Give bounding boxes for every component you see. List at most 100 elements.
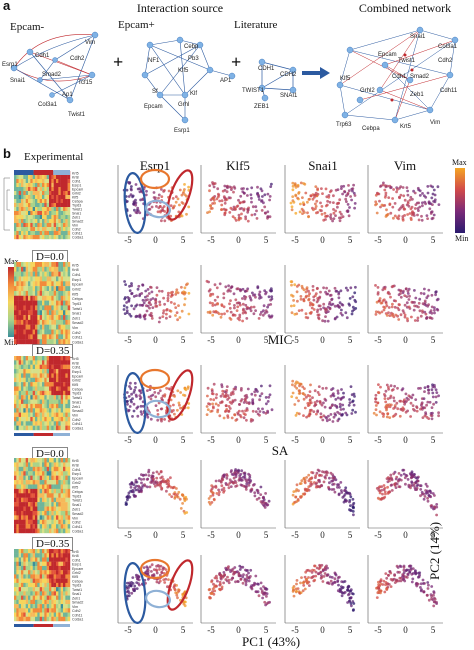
heatmap-gene-label: Cebpa: [72, 490, 83, 494]
heatmap-gene-label: Cdh11: [72, 525, 82, 529]
x-tick-label: 0: [320, 625, 325, 635]
x-tick-label: 5: [264, 625, 269, 635]
x-tick-label: -5: [374, 335, 382, 345]
plus-sign-2: +: [231, 52, 242, 72]
ellipse-red-exp: [166, 169, 194, 221]
scatter-r3-c1: -5 0 5: [200, 460, 276, 540]
heatmap-gene-label: Zeb1: [72, 316, 80, 320]
heatmap-gene-label: Krt8: [72, 361, 79, 365]
x-tick-label: 5: [431, 530, 436, 540]
svg-text:Tcf15: Tcf15: [78, 80, 93, 86]
x-tick-label: -5: [291, 625, 299, 635]
heatmap-gene-label: Cebpa: [72, 297, 83, 301]
heatmap-gene-label: Snai1: [72, 400, 81, 404]
heatmap-gene-label: Krt8: [72, 554, 79, 558]
x-tick-label: 0: [153, 435, 158, 445]
x-tick-label: 5: [181, 435, 186, 445]
heatmap-gene-label: Epcam: [72, 374, 83, 378]
svg-text:NF1: NF1: [148, 58, 160, 64]
ellipse-orange-sa035: [139, 558, 171, 580]
heatmap-gene-label: Krt5: [72, 172, 79, 176]
svg-text:Krt5: Krt5: [400, 124, 412, 130]
heatmap-gene-label: Cdh2: [72, 418, 81, 422]
heatmap-gene-label: Trp63: [72, 584, 81, 588]
heatmap-0: Krt5Krt8Cdh1Esrp1EpcamGrhl2Klf5CebpaTrp6…: [14, 170, 83, 240]
svg-text:Twist1: Twist1: [398, 58, 416, 64]
x-tick-label: -5: [207, 530, 215, 540]
x-tick-label: -5: [124, 435, 132, 445]
x-tick-label: 0: [403, 625, 408, 635]
heatmap-gene-label: Grhl2: [72, 571, 81, 575]
heatmap-gene-label: Epcam: [72, 567, 83, 571]
heatmap-gene-label: Vim: [72, 224, 78, 228]
x-tick-label: -5: [207, 335, 215, 345]
heatmap-gene-label: Snai1: [72, 503, 81, 507]
heatmap-4: Krt5Krt8Cdh1Esrp1EpcamGrhl2Klf5CebpaTrp6…: [14, 549, 83, 627]
panel-a-label: a: [3, 0, 11, 13]
svg-text:Klf5: Klf5: [178, 68, 189, 74]
left-colorbar-min: Min: [4, 338, 18, 347]
x-tick-label: -5: [207, 235, 215, 245]
heatmap-gene-label: Cdh11: [72, 422, 82, 426]
svg-text:Col3a1: Col3a1: [438, 44, 458, 50]
scatter-r1-c3: -5 0 5: [367, 265, 443, 345]
svg-text:Cdh11: Cdh11: [440, 88, 458, 94]
heatmap-gene-label: Epcam: [72, 283, 83, 287]
heatmap-label-mic-d035: D=0.35: [32, 344, 74, 358]
col-header-esrp1: Esrp1: [139, 158, 171, 173]
x-tick-label: -5: [291, 530, 299, 540]
ellipse-blue-sa035: [123, 562, 147, 624]
heatmap-gene-label: Zeb1: [72, 216, 80, 220]
scatter-r0-c3: -5 0 5: [367, 165, 443, 245]
svg-text:Grhl2: Grhl2: [360, 88, 375, 94]
plus-sign-1: +: [113, 52, 124, 72]
svg-text:Snai1: Snai1: [10, 78, 26, 84]
x-tick-label: 0: [403, 435, 408, 445]
heatmap-gene-label: Trp63: [72, 494, 81, 498]
svg-text:Smad2: Smad2: [410, 74, 430, 80]
svg-text:Cdh1: Cdh1: [392, 74, 407, 80]
x-tick-label: 0: [320, 435, 325, 445]
heatmap-gene-label: Cdh1: [72, 558, 81, 562]
heatmap-gene-label: Trp63: [72, 302, 81, 306]
y-axis-label: PC2 (14%): [427, 521, 442, 580]
svg-text:CDH1: CDH1: [258, 66, 275, 72]
x-tick-label: 5: [348, 235, 353, 245]
heatmap-gene-label: Cdh11: [72, 336, 82, 340]
heatmap-2: Krt5Krt8Cdh1Esrp1EpcamGrhl2Klf5CebpaTrp6…: [14, 356, 83, 436]
scatter-r4-c0: -5 0 5: [117, 555, 193, 635]
svg-text:Vim: Vim: [85, 40, 95, 46]
svg-text:Zeb1: Zeb1: [410, 92, 424, 98]
svg-text:Cebpa: Cebpa: [362, 126, 380, 132]
ellipse-lightblue-sa035: [145, 589, 171, 609]
left-colorbar: [8, 267, 17, 337]
x-tick-label: -5: [124, 625, 132, 635]
scatter-r1-c1: -5 0 5: [200, 265, 276, 345]
ellipse-blue-mic035: [123, 372, 147, 434]
x-tick-label: 0: [236, 335, 241, 345]
heatmap-gene-label: Esrp1: [72, 278, 81, 282]
scatter-r3-c0: -5 0 5: [117, 460, 193, 540]
group-title-epcam-neg: Epcam-: [10, 21, 45, 33]
right-colorbar: [455, 168, 465, 233]
scatter-r0-c1: -5 0 5: [200, 165, 276, 245]
heatmap-gene-label: Cdh2: [72, 228, 81, 232]
heatmap-gene-label: Epcam: [72, 188, 83, 192]
svg-text:Klf: Klf: [190, 91, 197, 97]
x-tick-label: 0: [153, 235, 158, 245]
svg-text:Snai1: Snai1: [410, 34, 426, 40]
heatmap-gene-label: Col3a1: [72, 618, 83, 622]
heatmap-gene-label: Klf5: [72, 196, 78, 200]
svg-text:Col3a1: Col3a1: [38, 102, 58, 108]
scatter-r3-c3: -5 0 5: [367, 460, 443, 540]
scatter-r1-c0: -5 0 5: [117, 265, 193, 345]
heatmap-gene-label: Cdh2: [72, 521, 81, 525]
x-tick-label: -5: [207, 625, 215, 635]
heatmap-gene-label: Zeb1: [72, 596, 80, 600]
x-tick-label: 5: [181, 530, 186, 540]
heatmap-gene-label: Twist1: [72, 499, 82, 503]
col-header-vim: Vim: [393, 158, 417, 173]
x-axis-label: PC1 (43%): [242, 634, 301, 649]
x-tick-label: -5: [207, 435, 215, 445]
group-title-epcam-pos: Epcam+: [118, 19, 155, 31]
